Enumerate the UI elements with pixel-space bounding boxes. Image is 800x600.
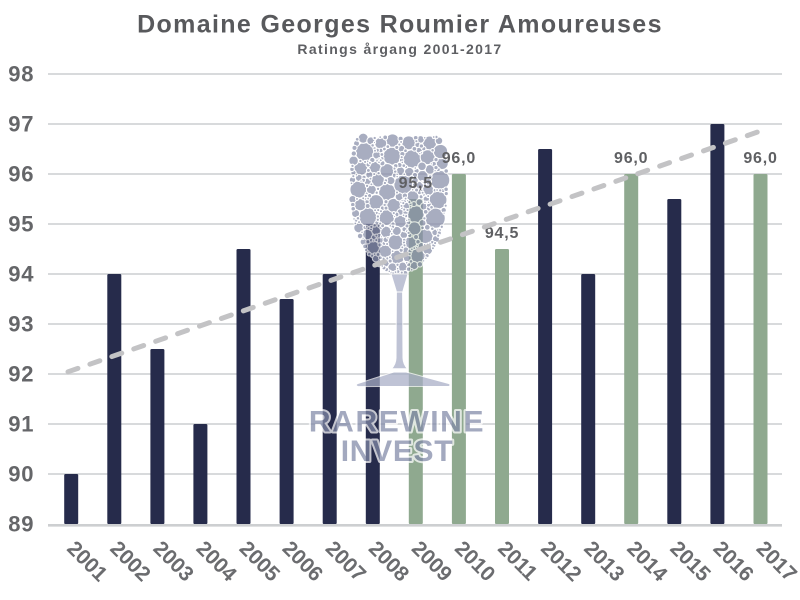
svg-text:96,0: 96,0 xyxy=(614,150,648,167)
svg-text:INVEST: INVEST xyxy=(341,435,454,468)
svg-text:95,5: 95,5 xyxy=(399,175,433,192)
svg-text:96,0: 96,0 xyxy=(743,150,777,167)
svg-text:97: 97 xyxy=(8,111,34,136)
svg-text:91: 91 xyxy=(8,411,34,436)
svg-text:RAREWINE: RAREWINE xyxy=(309,406,485,439)
svg-text:RAREWINE: RAREWINE xyxy=(309,406,485,439)
svg-text:INVEST: INVEST xyxy=(341,435,454,468)
svg-text:Domaine Georges Roumier Amoure: Domaine Georges Roumier Amoureuses xyxy=(137,11,663,39)
svg-text:94,5: 94,5 xyxy=(485,225,519,242)
svg-text:95: 95 xyxy=(8,211,34,236)
svg-text:93: 93 xyxy=(8,311,34,336)
svg-text:94: 94 xyxy=(8,261,34,286)
svg-text:96,0: 96,0 xyxy=(442,150,476,167)
svg-text:89: 89 xyxy=(8,511,34,536)
svg-text:90: 90 xyxy=(8,461,34,486)
svg-text:Ratings årgang 2001-2017: Ratings årgang 2001-2017 xyxy=(297,41,502,57)
svg-text:98: 98 xyxy=(8,61,34,86)
svg-text:96: 96 xyxy=(8,161,34,186)
svg-text:92: 92 xyxy=(8,361,34,386)
